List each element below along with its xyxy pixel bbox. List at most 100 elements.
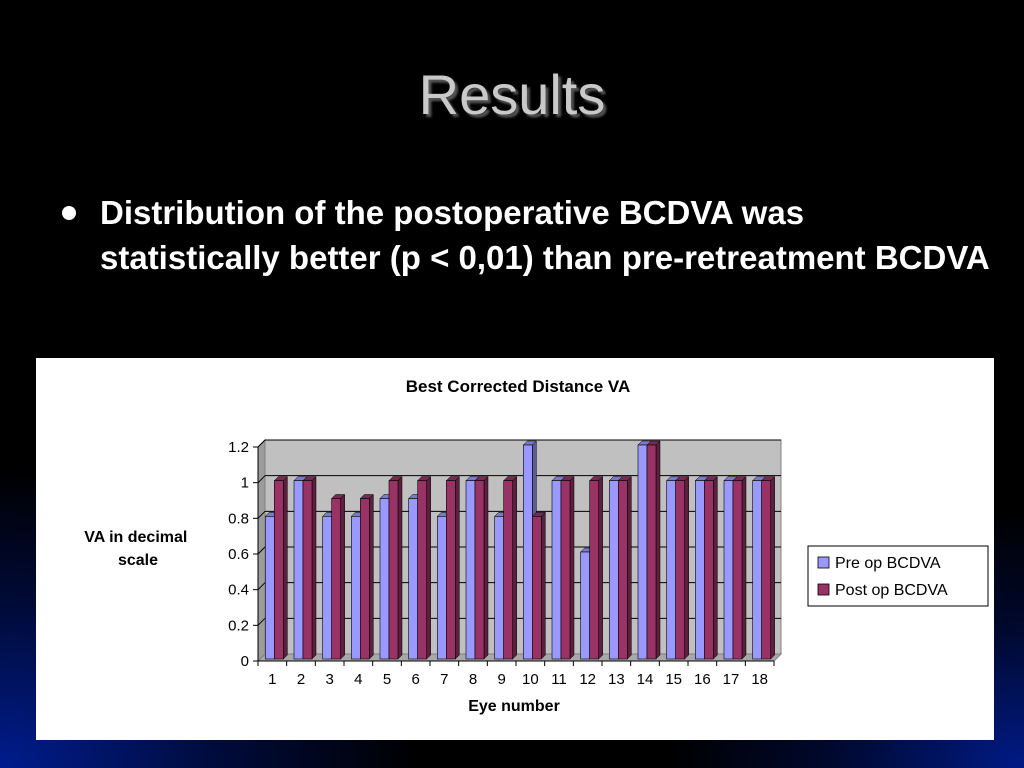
x-tick-label: 17	[723, 671, 740, 688]
bar-front	[388, 480, 399, 660]
legend-box	[807, 545, 989, 607]
bar-front	[609, 480, 619, 660]
bar-front	[446, 480, 456, 660]
x-tick-label: 7	[440, 671, 448, 688]
bar-post-op	[617, 476, 632, 660]
bar-front	[704, 480, 714, 660]
bar-post-op	[531, 511, 546, 660]
x-tick-label: 15	[665, 671, 682, 688]
bar-side	[455, 476, 460, 660]
y-tick-label: 0.6	[228, 546, 249, 563]
bar-side	[512, 476, 517, 660]
bar-front	[761, 480, 771, 660]
x-tick-label: 5	[383, 671, 391, 688]
y-axis-title-line-2: scale	[118, 552, 158, 569]
bullet-dot-icon	[62, 206, 76, 220]
bar-front	[589, 480, 599, 660]
bar-front	[752, 480, 762, 660]
bar-post-op	[675, 476, 690, 660]
x-tick-label: 3	[325, 671, 333, 688]
bar-post-op	[302, 476, 317, 660]
bar-post-op	[359, 493, 374, 660]
bar-front	[551, 480, 562, 660]
y-tick-label: 0.2	[228, 617, 249, 634]
bar-post-op	[761, 476, 776, 660]
x-tick-label: 13	[608, 671, 625, 688]
bar-front	[265, 516, 275, 660]
legend-label-pre-op: Pre op BCDVA	[835, 555, 941, 572]
gridline-depth	[257, 582, 266, 591]
bar-front	[331, 498, 341, 660]
bar-post-op	[503, 476, 518, 660]
x-tick-label: 9	[497, 671, 505, 688]
bar-front	[494, 516, 504, 660]
bar-front	[360, 498, 370, 660]
y-tick-label: 0	[241, 653, 249, 670]
x-tick-label: 8	[469, 671, 477, 688]
bar-front	[723, 480, 734, 660]
gridline-depth	[257, 439, 266, 448]
bar-side	[283, 476, 288, 660]
bar-front	[437, 516, 447, 660]
y-tick-label: 1	[241, 475, 249, 492]
bar-front	[646, 444, 657, 660]
plot-area: 00.20.40.60.811.21 2 3 4 5 6 7 8 9 10 11 12 13 14 15 16…	[228, 438, 783, 688]
x-axis-title: Eye number	[468, 698, 560, 715]
bar-side	[598, 476, 603, 660]
legend-swatch-post-op	[817, 583, 830, 596]
gridline-depth	[257, 546, 266, 555]
bar-front	[408, 498, 418, 660]
bar-post-op	[331, 493, 346, 660]
bar-side	[684, 476, 689, 660]
bar-post-op	[646, 440, 661, 660]
chart-panel: Best Corrected Distance VA VA in decimal…	[36, 358, 994, 740]
gridline-depth	[257, 475, 266, 484]
bar-front	[322, 516, 332, 660]
bar-side	[655, 440, 661, 660]
legend-label-post-op: Post op BCDVA	[835, 582, 948, 599]
bar-side	[627, 476, 632, 660]
bar-front	[695, 480, 705, 660]
bar-post-op	[560, 476, 575, 660]
x-tick-label: 18	[751, 671, 768, 688]
y-axis-title: VA in decimal scale	[84, 529, 192, 569]
legend-swatch-pre-op	[817, 556, 830, 569]
bar-side	[770, 476, 775, 660]
x-tick-label: 14	[637, 671, 654, 688]
bullet-text: Distribution of the postoperative BCDVA …	[100, 194, 990, 276]
y-tick-label: 1.2	[228, 439, 249, 456]
bar-front	[560, 480, 571, 660]
bar-side	[741, 476, 747, 660]
bar-front	[732, 480, 743, 660]
bar-post-op	[474, 476, 489, 660]
x-tick-label: 16	[694, 671, 711, 688]
bar-front	[503, 480, 513, 660]
bar-post-op	[388, 476, 403, 660]
bar-side	[483, 476, 489, 660]
bar-side	[397, 476, 403, 660]
bar-side	[569, 476, 575, 660]
bar-front	[637, 444, 648, 660]
y-axis-title-line-1: VA in decimal	[84, 529, 187, 546]
bar-side	[426, 476, 431, 660]
bar-front	[666, 480, 676, 660]
bar-post-op	[589, 476, 604, 660]
bar-post-op	[703, 476, 718, 660]
bar-post-op	[417, 476, 432, 660]
bar-front	[580, 551, 590, 660]
bar-side	[541, 511, 546, 660]
y-tick-label: 0.8	[228, 510, 249, 527]
slide-title: Results	[418, 63, 606, 126]
bar-front	[417, 480, 427, 660]
x-tick-label: 6	[411, 671, 419, 688]
y-tick-label: 0.4	[228, 582, 249, 599]
bar-post-op	[445, 476, 460, 660]
bar-front	[351, 516, 361, 660]
x-tick-label: 2	[297, 671, 305, 688]
x-tick-label: 4	[354, 671, 362, 688]
bar-post-op	[732, 476, 747, 660]
bar-front	[474, 480, 485, 660]
bar-side	[311, 476, 317, 660]
gridline-depth	[257, 617, 266, 626]
x-tick-label: 12	[579, 671, 596, 688]
